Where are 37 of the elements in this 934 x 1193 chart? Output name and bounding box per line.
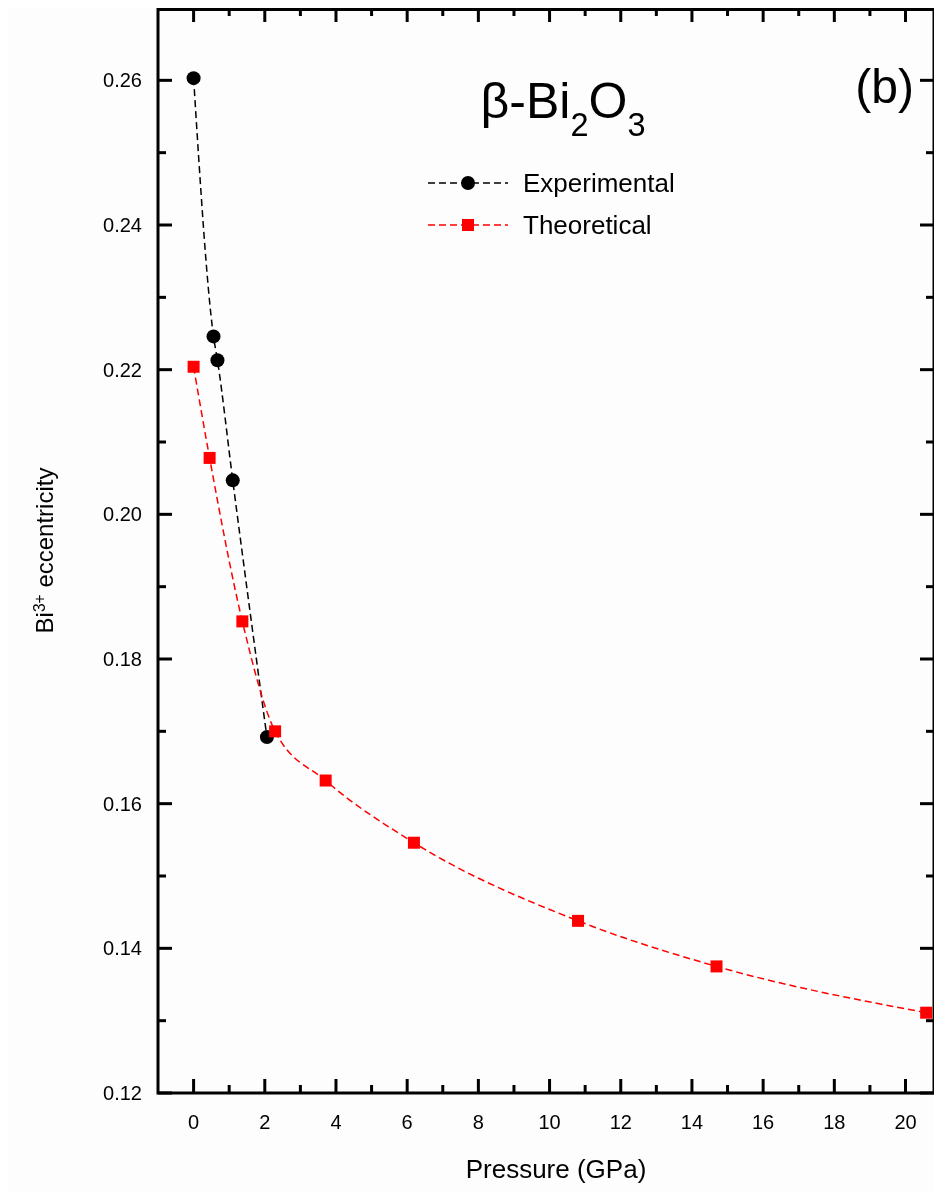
x-tick-label: 18 xyxy=(823,1111,846,1133)
x-tick-label: 2 xyxy=(259,1111,271,1133)
y-tick-label: 0.12 xyxy=(103,1082,142,1104)
point xyxy=(187,360,200,373)
y-tick-label: 0.16 xyxy=(103,792,142,815)
annotation: (b) xyxy=(855,60,914,113)
text: β-Bi$_{2}$O$_{3}$ xyxy=(480,73,646,143)
x-tick-label: 12 xyxy=(609,1111,632,1133)
x-tick-label: 8 xyxy=(472,1111,484,1133)
legend-label: Experimental xyxy=(523,168,675,198)
y-tick-label: 0.22 xyxy=(103,358,142,381)
point xyxy=(210,353,225,368)
x-tick-label: 6 xyxy=(401,1111,413,1133)
x-tick-label: 20 xyxy=(894,1111,917,1133)
point xyxy=(206,329,221,344)
point xyxy=(269,725,282,738)
y-tick-label: 0.24 xyxy=(103,214,142,236)
point xyxy=(186,71,201,86)
point xyxy=(710,960,723,973)
point xyxy=(319,774,332,787)
point xyxy=(920,1006,933,1019)
x-tick-label: 16 xyxy=(752,1111,775,1133)
legend-label: Theoretical xyxy=(523,210,652,240)
y-tick-label: 0.18 xyxy=(103,648,142,670)
point xyxy=(572,914,585,927)
point xyxy=(236,615,249,628)
x-tick-label: 14 xyxy=(680,1111,704,1133)
x-tick-label: 10 xyxy=(538,1111,561,1133)
point xyxy=(225,473,240,488)
x-tick-label: 4 xyxy=(330,1111,342,1133)
x-axis-title: Pressure (GPa) xyxy=(465,1154,647,1184)
y-tick-label: 0.20 xyxy=(103,503,142,526)
point xyxy=(203,451,216,464)
point xyxy=(407,836,420,849)
y-tick-label: 0.26 xyxy=(103,69,142,92)
y-tick-label: 0.14 xyxy=(103,937,142,960)
x-tick-label: 0 xyxy=(188,1111,200,1133)
